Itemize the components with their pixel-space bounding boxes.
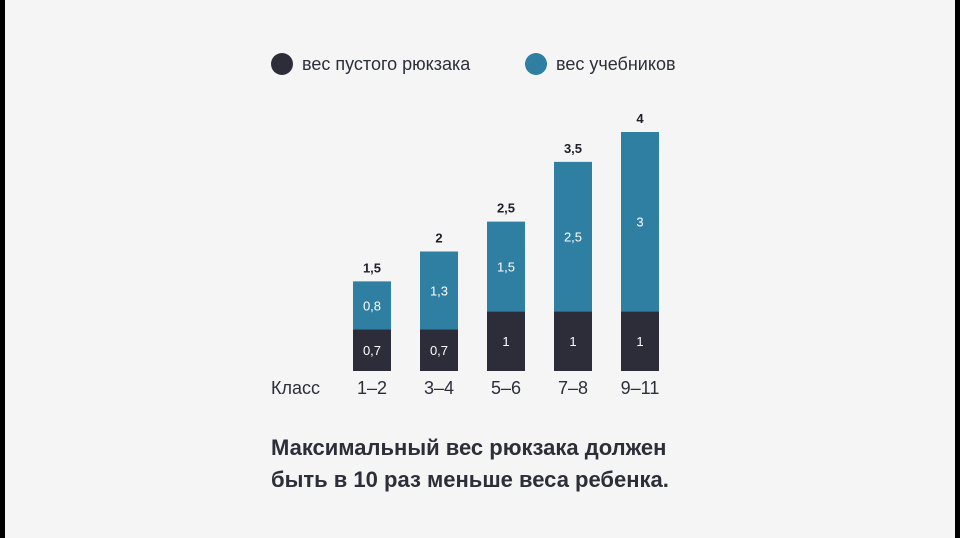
bar-segment-books-5 xyxy=(621,132,659,312)
x-tick-5: 9–11 xyxy=(621,378,660,398)
total-label-2: 2 xyxy=(435,231,442,246)
legend-label-1: вес пустого рюкзака xyxy=(302,54,471,74)
data-label-backpack-4: 1 xyxy=(569,334,576,349)
bar-segment-books-4 xyxy=(554,161,592,312)
data-label-backpack-2: 0,7 xyxy=(430,343,448,358)
data-label-books-4: 2,5 xyxy=(564,230,582,245)
data-label-backpack-5: 1 xyxy=(636,334,643,349)
caption-line-2: быть в 10 раз меньше веса ребенка. xyxy=(271,467,669,492)
bar-segment-backpack-4 xyxy=(554,311,592,371)
bar-segment-books-1 xyxy=(353,281,391,330)
data-label-books-1: 0,8 xyxy=(363,298,381,313)
x-tick-2: 3–4 xyxy=(424,378,454,398)
x-tick-1: 1–2 xyxy=(357,378,387,398)
bar-segment-backpack-5 xyxy=(621,311,659,371)
data-label-books-2: 1,3 xyxy=(430,283,448,298)
bar-segment-backpack-2 xyxy=(420,329,458,371)
total-label-5: 4 xyxy=(636,111,644,126)
bar-segment-books-3 xyxy=(487,221,525,312)
stacked-bar-chart: вес пустого рюкзака вес учебников 0,7 0,8 1,… xyxy=(271,53,676,398)
total-label-3: 2,5 xyxy=(497,201,515,216)
data-label-backpack-3: 1 xyxy=(502,334,509,349)
bar-segment-backpack-3 xyxy=(487,311,525,371)
caption-line-1: Максимальный вес рюкзака должен xyxy=(271,435,667,460)
total-label-1: 1,5 xyxy=(363,260,381,275)
x-tick-3: 5–6 xyxy=(491,378,521,398)
legend-marker-2 xyxy=(525,53,547,75)
legend-label-2: вес учебников xyxy=(556,54,676,74)
data-label-backpack-1: 0,7 xyxy=(363,343,381,358)
data-label-books-5: 3 xyxy=(636,215,643,230)
caption: Максимальный вес рюкзака должен быть в 1… xyxy=(271,432,791,496)
x-axis-title: Класс xyxy=(271,378,320,398)
bar-segment-backpack-1 xyxy=(353,329,391,371)
legend-marker-1 xyxy=(271,53,293,75)
chart-slide: вес пустого рюкзака вес учебников 0,7 0,8 1,… xyxy=(5,0,955,538)
data-label-books-3: 1,5 xyxy=(497,259,515,274)
bar-segment-books-2 xyxy=(420,251,458,330)
x-tick-4: 7–8 xyxy=(558,378,588,398)
total-label-4: 3,5 xyxy=(564,141,582,156)
